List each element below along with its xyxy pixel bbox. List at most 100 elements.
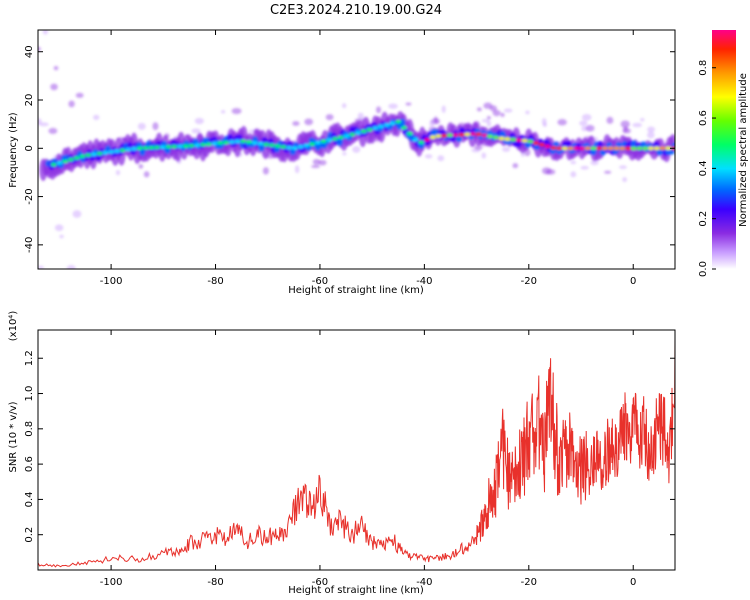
spectrogram-peak: [297, 144, 304, 149]
spectrogram-speckle: [54, 224, 64, 232]
spectrogram-speckle: [93, 114, 100, 121]
snr-ytick-label: 0.4: [24, 491, 35, 507]
spectrogram-peak: [435, 134, 442, 138]
colorbar-tick-label: 0.0: [698, 261, 709, 277]
spectrogram-speckle: [294, 165, 300, 174]
snr-panel: -100 -80 -60 -40 -20 0 0.2 0.4 0.6 0.8 1.0 1.2 Heig…: [8, 311, 676, 596]
spectrogram-speckle: [581, 113, 592, 121]
spectrogram-frame: [37, 29, 676, 270]
spectrogram-peak: [274, 144, 281, 148]
spectrogram-peak: [154, 145, 161, 150]
colorbar-gradient: [712, 30, 736, 269]
spectrogram-speckle: [38, 46, 41, 51]
spectrogram-peak: [165, 145, 172, 149]
spectrogram-peak: [383, 123, 390, 127]
spectrogram-peak: [418, 140, 425, 145]
spectrogram-speckle: [647, 126, 656, 133]
spectrogram-peak: [573, 146, 580, 151]
spectrogram-peak: [446, 133, 453, 138]
spectrogram-speckle: [500, 112, 505, 118]
spectrogram-ytick-label: 0: [24, 145, 35, 151]
spectrogram-speckle: [53, 65, 59, 71]
spectrogram-speckle: [586, 125, 592, 132]
spectrogram-peak: [441, 133, 448, 138]
spectrogram-peak: [630, 146, 637, 151]
spectrogram-speckle: [512, 163, 519, 169]
spectrogram-peak: [475, 132, 482, 136]
spectrogram-speckle: [545, 169, 556, 175]
spectrogram-peak: [102, 150, 109, 155]
snr-xtick-label: -20: [521, 577, 537, 588]
spectrogram-peak: [521, 138, 528, 143]
spectrogram-peak: [337, 135, 344, 140]
spectrogram-peak: [125, 147, 132, 152]
spectrogram-peak: [487, 134, 494, 139]
spectrogram-speckle: [503, 108, 513, 113]
spectrogram-peak: [360, 129, 367, 134]
spectrogram-speckle: [405, 102, 412, 106]
spectrogram-peak: [96, 151, 103, 156]
spectrogram-peak: [527, 139, 534, 144]
spectrogram-speckle: [557, 119, 567, 126]
spectrogram-speckle: [433, 116, 438, 124]
spectrogram-speckle: [312, 158, 321, 165]
spectrogram-peak: [498, 136, 505, 141]
spectrogram-speckle: [581, 125, 588, 132]
snr-xtick-label: 0: [630, 577, 636, 588]
spectrogram-peak: [349, 132, 356, 137]
colorbar-label: Normalized spectral amplitude: [738, 73, 749, 227]
spectrogram-peak: [412, 137, 419, 142]
spectrogram-peak: [90, 152, 97, 157]
spectrogram-peak: [263, 142, 270, 147]
spectrogram-peak: [320, 139, 327, 144]
spectrogram-peak: [148, 145, 155, 150]
spectrogram-ticks: -100 -80 -60 -40 -20 0 -40 -20 0 20 40: [24, 30, 675, 287]
snr-ticks: -100 -80 -60 -40 -20 0 0.2 0.4 0.6 0.8 1.0 1.2: [24, 330, 675, 588]
spectrogram-peak: [464, 132, 471, 137]
spectrogram-speckle: [38, 265, 44, 269]
spectrogram-peak: [240, 139, 247, 144]
spectrogram-panel: -100 -80 -60 -40 -20 0 -40 -20 0 20 40 Height of s…: [8, 29, 676, 296]
spectrogram-speckle: [525, 110, 530, 115]
spectrogram-peak: [159, 145, 166, 149]
spectrogram-peak: [188, 143, 195, 148]
colorbar: 0.0 0.2 0.4 0.6 0.8 Normalized spectral ampl…: [698, 30, 749, 277]
spectrogram-peak: [665, 146, 672, 151]
spectrogram-speckle: [590, 160, 599, 166]
spectrogram-peak: [544, 144, 551, 149]
spectrogram-peak: [619, 146, 626, 151]
spectrogram-speckle: [481, 152, 487, 159]
spectrogram-ytick-label: 40: [24, 45, 35, 58]
spectrogram-ylabel: Frequency (Hz): [8, 112, 19, 188]
spectrogram-peak: [372, 126, 379, 130]
spectrogram-peak: [113, 149, 120, 153]
spectrogram-peak: [481, 133, 488, 138]
spectrogram-heatmap: [38, 30, 675, 269]
spectrogram-peak: [607, 146, 614, 151]
spectrogram-speckle: [75, 92, 84, 98]
snr-ytick-label: 0.6: [24, 456, 35, 472]
spectrogram-peak: [131, 146, 138, 151]
spectrogram-peak: [355, 131, 362, 135]
spectrogram-peak: [326, 138, 333, 142]
spectrogram-speckle: [342, 152, 347, 156]
spectrogram-speckle: [137, 122, 146, 130]
spectrogram-ytick-label: -20: [24, 188, 35, 204]
spectrogram-peak: [389, 121, 396, 126]
snr-xlabel: Height of straight line (km): [288, 585, 424, 596]
spectrogram-peak: [406, 131, 413, 136]
spectrogram-speckle: [570, 160, 577, 165]
spectrogram-peak: [590, 146, 597, 151]
spectrogram-speckle: [231, 107, 242, 115]
spectrogram-speckle: [492, 109, 501, 117]
spectrogram-speckle: [318, 159, 327, 166]
spectrogram-peak: [309, 142, 316, 146]
spectrogram-peak: [556, 146, 563, 151]
spectrogram-speckle: [341, 103, 347, 109]
spectrogram-speckle: [143, 171, 150, 178]
spectrogram-peak: [79, 154, 86, 159]
spectrogram-xtick-label: -80: [207, 276, 223, 287]
spectrogram-peak: [177, 144, 184, 149]
spectrogram-speckle: [579, 120, 588, 127]
spectrogram-speckle: [620, 120, 630, 128]
